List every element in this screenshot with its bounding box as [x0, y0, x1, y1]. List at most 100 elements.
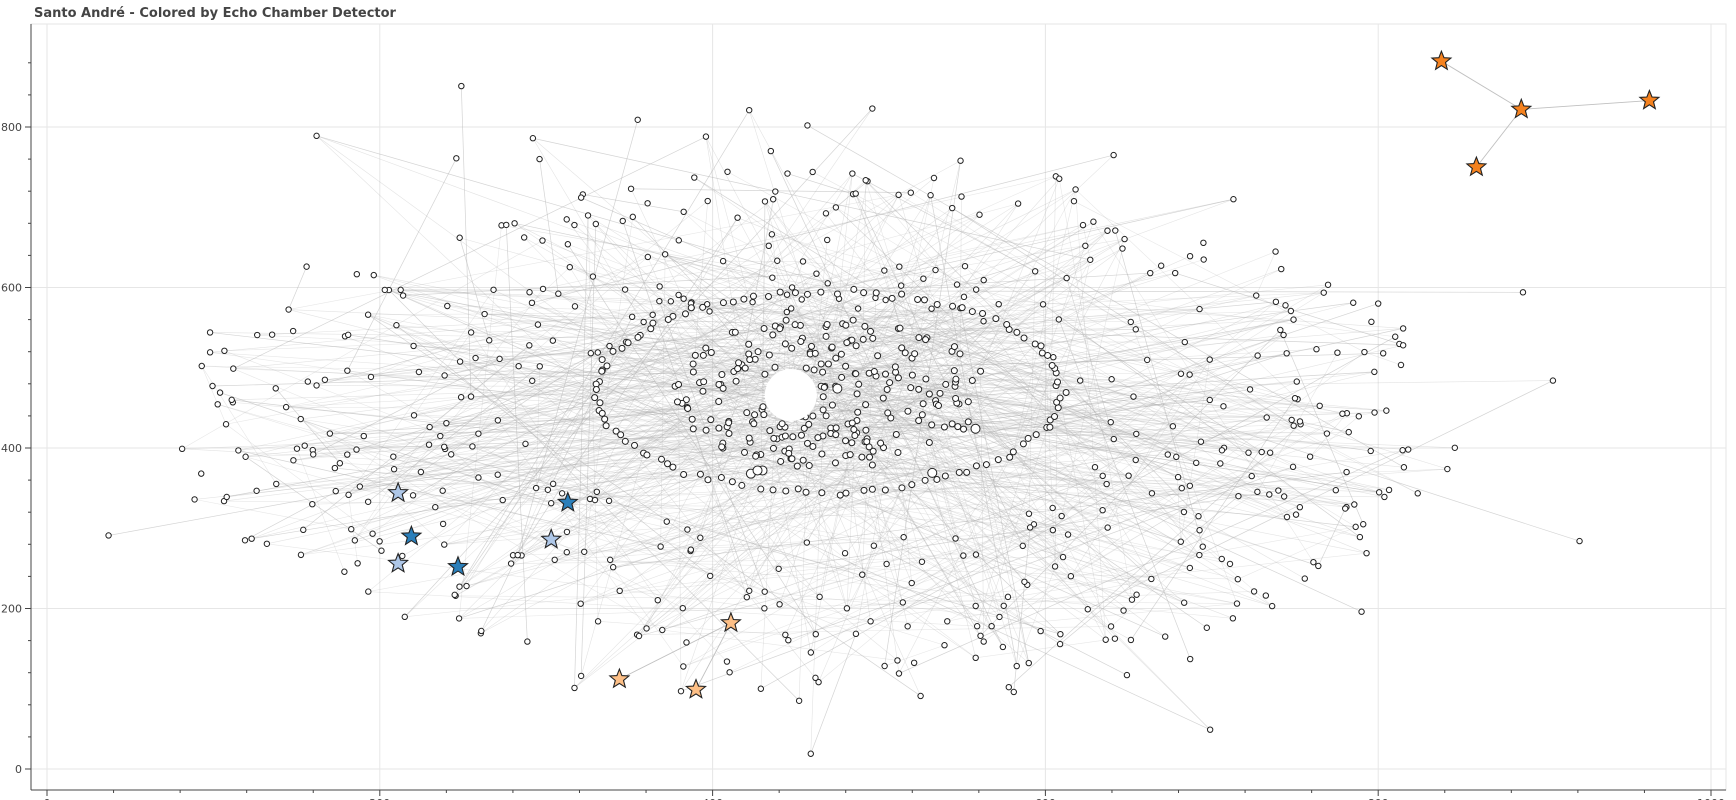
network-node [1171, 269, 1179, 277]
network-node [1048, 361, 1056, 369]
network-node [293, 445, 301, 452]
edge [806, 542, 1211, 730]
network-node [683, 639, 690, 646]
network-node [860, 486, 868, 494]
edge [1061, 248, 1123, 517]
edge [926, 337, 1153, 494]
edge [810, 442, 853, 653]
edge [806, 308, 932, 543]
network-node [960, 293, 968, 301]
edge [569, 266, 780, 605]
network-node [598, 356, 606, 364]
network-node [1361, 348, 1368, 356]
edge [569, 266, 1010, 458]
network-node [881, 662, 888, 670]
network-node [105, 532, 112, 539]
edge [367, 314, 621, 436]
network-node [996, 613, 1003, 621]
network-node [861, 322, 869, 330]
network-node [812, 630, 819, 638]
edge [470, 332, 659, 601]
network-node [702, 426, 710, 434]
edge [687, 407, 1031, 528]
network-node [725, 429, 733, 437]
highlight-edge [1521, 100, 1650, 110]
edge [853, 289, 1404, 329]
edge [831, 346, 1211, 730]
edge [874, 304, 1044, 372]
edge [800, 341, 1054, 358]
edge [459, 591, 1255, 619]
network-node [301, 442, 308, 449]
edge [1016, 332, 1262, 453]
edge [396, 324, 711, 577]
edge [532, 301, 671, 382]
network-node [1013, 662, 1020, 670]
network-node [432, 503, 439, 511]
edge [840, 494, 1133, 600]
network-node [390, 466, 398, 473]
network-node [332, 487, 339, 495]
edge [1058, 178, 1133, 600]
edge [393, 456, 1238, 604]
network-node [1026, 524, 1034, 531]
network-node [745, 434, 753, 442]
network-node [782, 631, 789, 638]
edge [606, 365, 1360, 538]
edge [561, 269, 936, 494]
network-node [797, 431, 805, 439]
network-node [1342, 505, 1349, 512]
network-node [795, 697, 803, 704]
network-node [1110, 151, 1117, 159]
edge [853, 399, 1210, 430]
network-node [591, 394, 599, 402]
edge [414, 414, 1347, 508]
network-node [1234, 576, 1242, 583]
edge [551, 389, 1251, 504]
network-node [877, 439, 885, 447]
edge [224, 350, 667, 522]
edge [460, 361, 804, 461]
edge [210, 307, 703, 353]
edge [194, 434, 802, 500]
network-node [1049, 526, 1057, 534]
network-node [697, 534, 704, 541]
network-node [976, 211, 983, 218]
network-node [760, 411, 768, 419]
network-node [765, 242, 772, 250]
edge [347, 370, 747, 598]
network-node [979, 310, 987, 318]
network-node [664, 315, 672, 323]
network-node [520, 234, 528, 241]
edge [348, 289, 494, 496]
y-tick-label: 600 [1, 282, 22, 295]
edge [823, 396, 1319, 567]
edge [812, 171, 1418, 494]
network-node [869, 334, 877, 342]
network-node [178, 445, 186, 453]
network-node [723, 658, 731, 665]
network-node [724, 168, 731, 175]
edge [662, 384, 946, 631]
edge [442, 490, 945, 646]
network-node [1046, 423, 1054, 431]
network-node [757, 485, 765, 493]
network-node [898, 290, 906, 298]
network-node [776, 288, 784, 296]
network-node [1186, 655, 1194, 663]
edge [480, 460, 804, 634]
network-node [1266, 449, 1274, 456]
edge [1107, 374, 1190, 528]
network-node [824, 280, 831, 287]
network-node [881, 486, 889, 494]
network-node [819, 393, 827, 401]
edge [995, 230, 1108, 319]
edge [872, 278, 924, 339]
network-node [1143, 356, 1151, 364]
network-node [1324, 281, 1332, 288]
network-node [571, 303, 579, 310]
network-node [964, 418, 972, 426]
network-node [870, 367, 878, 375]
